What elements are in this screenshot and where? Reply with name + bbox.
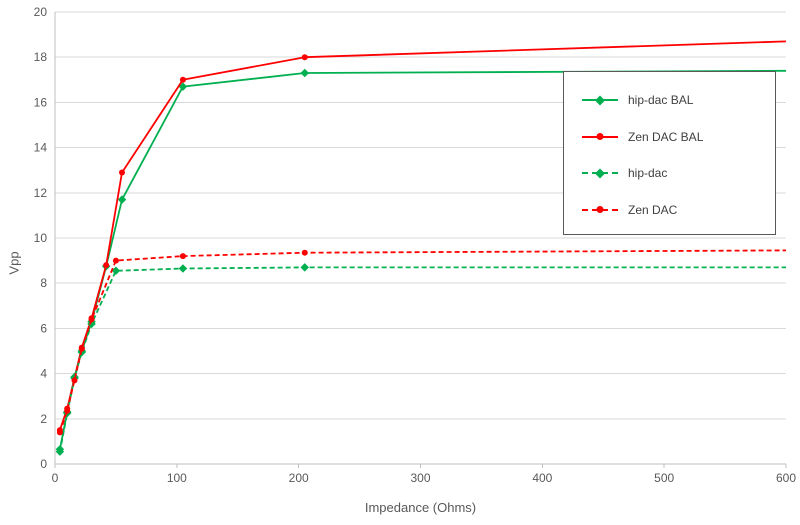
y-axis-title: Vpp bbox=[6, 250, 22, 275]
circle-marker-icon bbox=[596, 206, 604, 214]
legend-label: Zen DAC bbox=[628, 202, 678, 217]
svg-text:18: 18 bbox=[34, 50, 48, 64]
svg-text:300: 300 bbox=[410, 471, 430, 485]
svg-text:10: 10 bbox=[34, 231, 48, 245]
svg-text:20: 20 bbox=[34, 5, 48, 19]
legend: hip-dac BAL Zen DAC BAL hip-dac Zen DAC bbox=[563, 71, 776, 235]
legend-line-sample-icon bbox=[582, 133, 618, 141]
x-axis-title: Impedance (Ohms) bbox=[364, 500, 477, 515]
legend-label: hip-dac BAL bbox=[628, 93, 694, 107]
svg-text:0: 0 bbox=[40, 457, 47, 471]
svg-text:500: 500 bbox=[654, 471, 674, 485]
legend-item-zen-dac: Zen DAC bbox=[582, 202, 767, 218]
legend-line-sample-icon bbox=[582, 168, 618, 179]
svg-text:400: 400 bbox=[532, 471, 552, 485]
svg-text:16: 16 bbox=[34, 95, 48, 109]
diamond-marker-icon bbox=[595, 95, 605, 105]
svg-text:2: 2 bbox=[40, 412, 47, 426]
legend-line-sample-icon bbox=[582, 95, 618, 105]
svg-text:14: 14 bbox=[34, 141, 48, 155]
legend-label: Zen DAC BAL bbox=[628, 129, 704, 144]
legend-item-hip-dac-bal: hip-dac BAL bbox=[582, 92, 767, 108]
legend-line-sample-icon bbox=[582, 206, 618, 214]
svg-text:600: 600 bbox=[776, 471, 796, 485]
svg-text:12: 12 bbox=[34, 186, 48, 200]
svg-text:8: 8 bbox=[40, 276, 47, 290]
legend-item-zen-dac-bal: Zen DAC BAL bbox=[582, 129, 767, 145]
legend-label: hip-dac bbox=[628, 166, 668, 181]
svg-text:6: 6 bbox=[40, 321, 47, 335]
svg-text:200: 200 bbox=[289, 471, 309, 485]
diamond-marker-icon bbox=[595, 168, 605, 179]
svg-text:0: 0 bbox=[52, 471, 59, 485]
circle-marker-icon bbox=[596, 133, 604, 141]
svg-text:100: 100 bbox=[167, 471, 187, 485]
svg-text:4: 4 bbox=[40, 367, 47, 381]
legend-item-hip-dac: hip-dac bbox=[582, 165, 767, 181]
